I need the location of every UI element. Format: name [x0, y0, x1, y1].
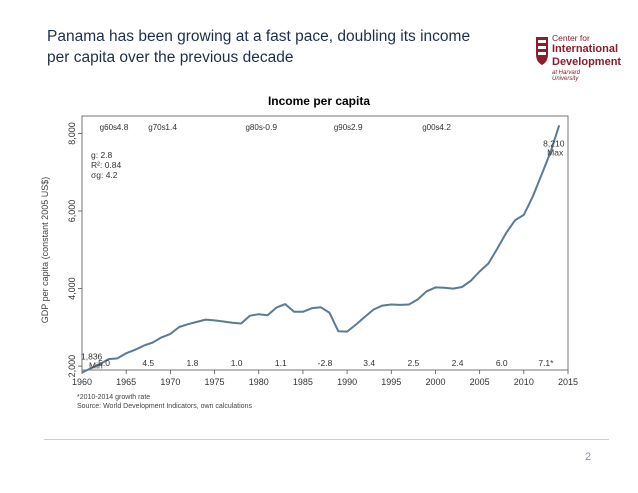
- period-growth-label: 2.4: [452, 358, 464, 368]
- min-label: Min: [89, 360, 103, 370]
- decade-growth-value: 4.2: [439, 122, 451, 132]
- x-tick-label: 1975: [205, 377, 225, 387]
- max-label: Max: [547, 147, 564, 157]
- logo-line-2: International: [552, 43, 619, 55]
- period-growth-label: 7.1*: [538, 358, 554, 368]
- plot-frame: [81, 115, 569, 371]
- period-growth-label: 5.0: [98, 358, 110, 368]
- x-tick-label: 1995: [381, 377, 401, 387]
- decade-growth-value: -0.9: [262, 122, 277, 132]
- note-source: Source: World Development Indicators, ow…: [77, 403, 252, 410]
- x-tick-label: 1985: [293, 377, 313, 387]
- x-tick-label: 2015: [558, 377, 578, 387]
- x-tick-label: 2005: [470, 377, 490, 387]
- x-tick-label: 1960: [72, 377, 92, 387]
- period-growth-label: 1.8: [187, 358, 199, 368]
- x-tick-label: 1965: [116, 377, 136, 387]
- period-growth-label: 4.5: [142, 358, 154, 368]
- chart-title: Income per capita: [267, 94, 371, 108]
- min-value-label: 1,836: [81, 351, 103, 361]
- decade-growth-value: 2.9: [351, 122, 363, 132]
- decade-growth-name: g80s: [245, 123, 262, 132]
- period-growth-label: 2.5: [407, 358, 419, 368]
- income-chart: GDP per capita (constant 2005 US$) 1960 1…: [40, 115, 578, 410]
- page-number: 2: [584, 451, 592, 463]
- period-growth-label: 6.0: [496, 358, 508, 368]
- income-line: [81, 124, 561, 374]
- y-tick-label: 8,000: [67, 122, 77, 145]
- note-growth-rate: *2010-2014 growth rate: [77, 394, 150, 401]
- decade-growth-name: g70s: [148, 123, 165, 132]
- logo-line-3: Development: [552, 56, 622, 68]
- period-growth-label: -2.8: [318, 358, 333, 368]
- max-value-label: 8,210: [543, 138, 565, 148]
- footer-divider: [44, 439, 609, 440]
- slide-title: Panama has been growing at a fast pace, …: [47, 28, 471, 66]
- x-tick-label: 1990: [337, 377, 357, 387]
- decade-growth-name: g60s: [100, 123, 117, 132]
- y-axis-label: GDP per capita (constant 2005 US$): [40, 177, 50, 323]
- decade-growth-name: g00s: [422, 123, 439, 132]
- decade-growth-value: 1.4: [165, 122, 177, 132]
- cid-logo: Center for International Development at …: [535, 32, 621, 82]
- decade-growth-value: 4.8: [117, 122, 129, 132]
- period-growth-label: 3.4: [363, 358, 375, 368]
- stat-label: g: 2.8: [91, 150, 113, 160]
- logo-line-1: Center for: [552, 33, 590, 43]
- chart-axes: 1960 1965 1970 1975 1980 1985 1990 1995 2000 2005…: [67, 115, 578, 387]
- x-tick-label: 1970: [160, 377, 180, 387]
- stat-label: R²: 0.84: [91, 160, 122, 170]
- y-tick-label: 2,000: [67, 355, 77, 378]
- period-growth-label: 1.1: [275, 358, 287, 368]
- x-tick-label: 2000: [425, 377, 445, 387]
- period-growth-label: 1.0: [231, 358, 243, 368]
- harvard-shield-icon: [536, 37, 548, 65]
- y-tick-label: 4,000: [67, 277, 77, 300]
- x-tick-label: 2010: [514, 377, 534, 387]
- decade-growth-name: g90s: [334, 123, 351, 132]
- x-tick-label: 1980: [249, 377, 269, 387]
- y-tick-label: 6,000: [67, 200, 77, 223]
- stat-label: σg: 4.2: [91, 170, 118, 180]
- logo-line-4: at Harvard University: [552, 70, 581, 82]
